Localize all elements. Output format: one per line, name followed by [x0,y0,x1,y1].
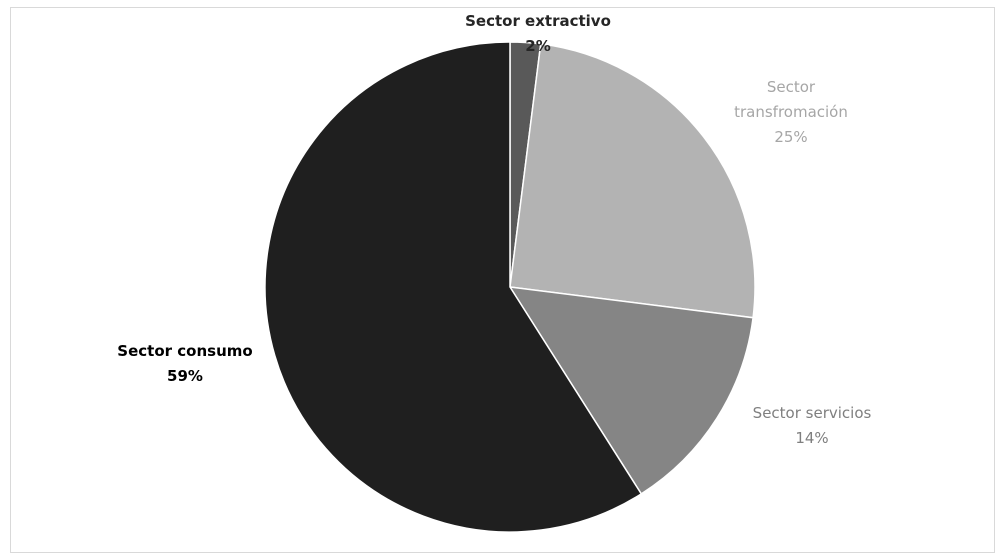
label-consumo-pct: 59% [167,367,203,385]
label-extractivo-name: Sector extractivo [465,12,611,30]
label-servicios-pct: 14% [795,429,828,447]
pie-slice-sector-consumo [264,41,643,533]
pie-slices [264,41,756,533]
label-transformacion-line2: transfromación [734,103,848,121]
label-extractivo-pct: 2% [525,37,550,55]
label-consumo-name: Sector consumo [117,342,252,360]
label-transformacion-line1: Sector [767,78,816,96]
label-servicios-name: Sector servicios [753,404,872,422]
pie-slice-sector-servicios [508,286,754,495]
pie-slice-sector-transfromaci-n [509,43,756,319]
pie-labels: Sector extractivo 2% Sector transfromaci… [117,12,871,447]
label-transformacion-pct: 25% [774,128,807,146]
